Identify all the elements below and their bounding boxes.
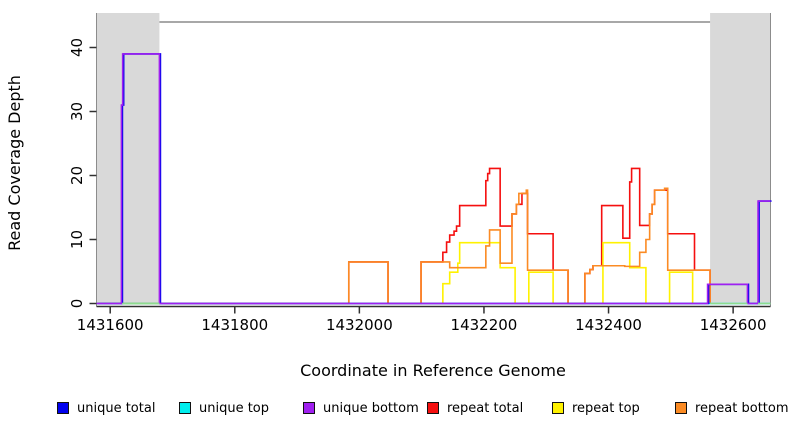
legend-swatch-icon (303, 402, 315, 414)
legend-label: repeat top (572, 400, 640, 416)
legend-label: unique top (199, 400, 270, 416)
y-axis-title: Read Coverage Depth (5, 75, 24, 251)
legend-swatch-icon (552, 402, 564, 414)
legend-swatch-icon (179, 402, 191, 414)
plot-series (96, 53, 772, 305)
legend-swatch-icon (57, 402, 69, 414)
legend-label: repeat bottom (695, 400, 789, 416)
legend-item-repeat-top: repeat top (552, 399, 640, 417)
plot-background (96, 13, 771, 308)
y-tick-label: 20 (68, 166, 86, 185)
legend: unique total unique top unique bottom repea… (0, 399, 792, 423)
legend-swatch-icon (427, 402, 439, 414)
series-line-unique-bottom (96, 53, 771, 305)
legend-swatch-icon (675, 402, 687, 414)
series-line-repeat-bottom (96, 187, 711, 305)
legend-label: unique bottom (323, 400, 419, 416)
legend-label: repeat total (447, 400, 524, 416)
legend-item-unique-top: unique top (179, 399, 269, 417)
series-line-unique-total (97, 53, 772, 305)
legend-label: unique total (77, 400, 156, 416)
x-axis-title: Coordinate in Reference Genome (300, 361, 566, 380)
y-tick-label: 0 (68, 299, 86, 309)
legend-item-repeat-bottom: repeat bottom (675, 399, 789, 417)
y-tick-label: 10 (68, 230, 86, 249)
x-tick-label: 1432600 (700, 316, 767, 334)
x-tick-label: 1431600 (77, 316, 144, 334)
legend-item-unique-bottom: unique bottom (303, 399, 419, 417)
series-line-repeat-total (96, 167, 711, 305)
x-tick-label: 1432200 (451, 316, 518, 334)
y-tick-label: 30 (68, 102, 86, 121)
series-line-repeat-top (96, 241, 694, 305)
x-tick-label: 1432400 (575, 316, 642, 334)
shaded-region (96, 13, 160, 305)
shaded-region (710, 13, 771, 305)
plot-axes: 1431600 1431800 1432000 1432200 1432400 14326… (68, 38, 767, 334)
y-tick-label: 40 (68, 38, 86, 57)
x-tick-label: 1432000 (326, 316, 393, 334)
x-tick-label: 1431800 (201, 316, 268, 334)
legend-item-unique-total: unique total (57, 399, 155, 417)
legend-item-repeat-total: repeat total (427, 399, 523, 417)
